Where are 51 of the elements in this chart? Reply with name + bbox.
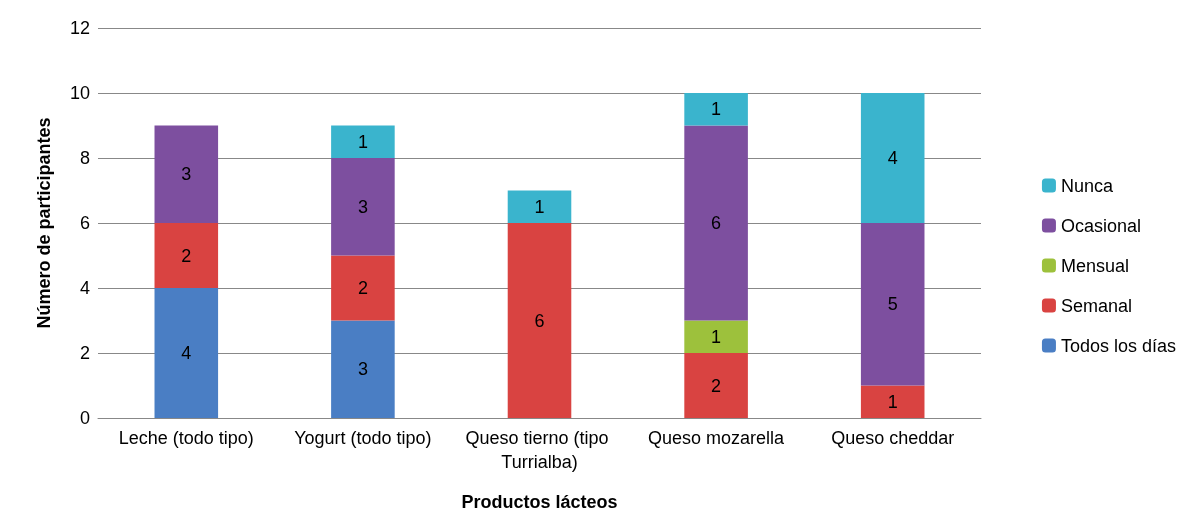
bar <box>331 125 395 158</box>
data-label: 4 <box>887 148 898 168</box>
bar <box>154 125 219 223</box>
y-axis-title: Número de participantes <box>34 117 54 329</box>
data-label: 2 <box>711 375 722 396</box>
bar <box>860 385 925 418</box>
x-tick-label: Queso mozarella <box>648 428 786 448</box>
bar <box>507 190 572 223</box>
data-label: 1 <box>534 196 545 217</box>
data-label: 1 <box>887 391 898 412</box>
legend-label: Todos los días <box>1060 335 1177 356</box>
bar <box>331 158 395 256</box>
x-tick-label: Yogurt (todo tipo) <box>294 428 432 448</box>
legend-label: Mensual <box>1060 255 1129 276</box>
bar <box>331 320 395 418</box>
data-label: 3 <box>357 196 368 217</box>
x-tick-label: Queso cheddar <box>831 428 955 448</box>
data-label: 2 <box>357 278 368 298</box>
x-tick-label: Leche (todo tipo) <box>118 428 254 448</box>
bar <box>684 125 748 321</box>
y-tick-label: 2 <box>79 343 90 363</box>
bar <box>684 353 748 418</box>
data-label: 6 <box>711 213 722 233</box>
bar <box>331 255 395 321</box>
data-label: 2 <box>181 245 192 266</box>
data-label: 1 <box>711 99 722 120</box>
data-label: 6 <box>534 310 545 331</box>
bar <box>154 223 219 288</box>
bar <box>860 223 925 386</box>
legend-label: Nunca <box>1060 175 1114 196</box>
y-tick-label: 8 <box>79 148 90 168</box>
bar <box>154 288 219 418</box>
legend-label: Semanal <box>1060 295 1132 316</box>
legend-label: Ocasional <box>1060 215 1141 236</box>
y-tick-label: 4 <box>79 278 90 298</box>
bar <box>684 320 748 353</box>
y-tick-label: 10 <box>69 83 90 103</box>
y-tick-label: 6 <box>79 213 90 233</box>
data-label: 3 <box>181 164 192 185</box>
data-label: 5 <box>887 294 898 315</box>
bar <box>684 93 748 126</box>
x-axis-title: Productos lácteos <box>461 492 618 512</box>
y-tick-label: 0 <box>79 408 90 428</box>
data-label: 1 <box>711 326 722 347</box>
bar <box>860 93 925 223</box>
bar <box>507 223 572 418</box>
data-label: 3 <box>357 359 368 380</box>
x-tick-label: Queso tierno (tipo Turrialba) <box>465 428 614 472</box>
y-tick-label: 12 <box>69 18 90 38</box>
data-label: 4 <box>181 343 192 363</box>
data-label: 1 <box>357 131 368 152</box>
